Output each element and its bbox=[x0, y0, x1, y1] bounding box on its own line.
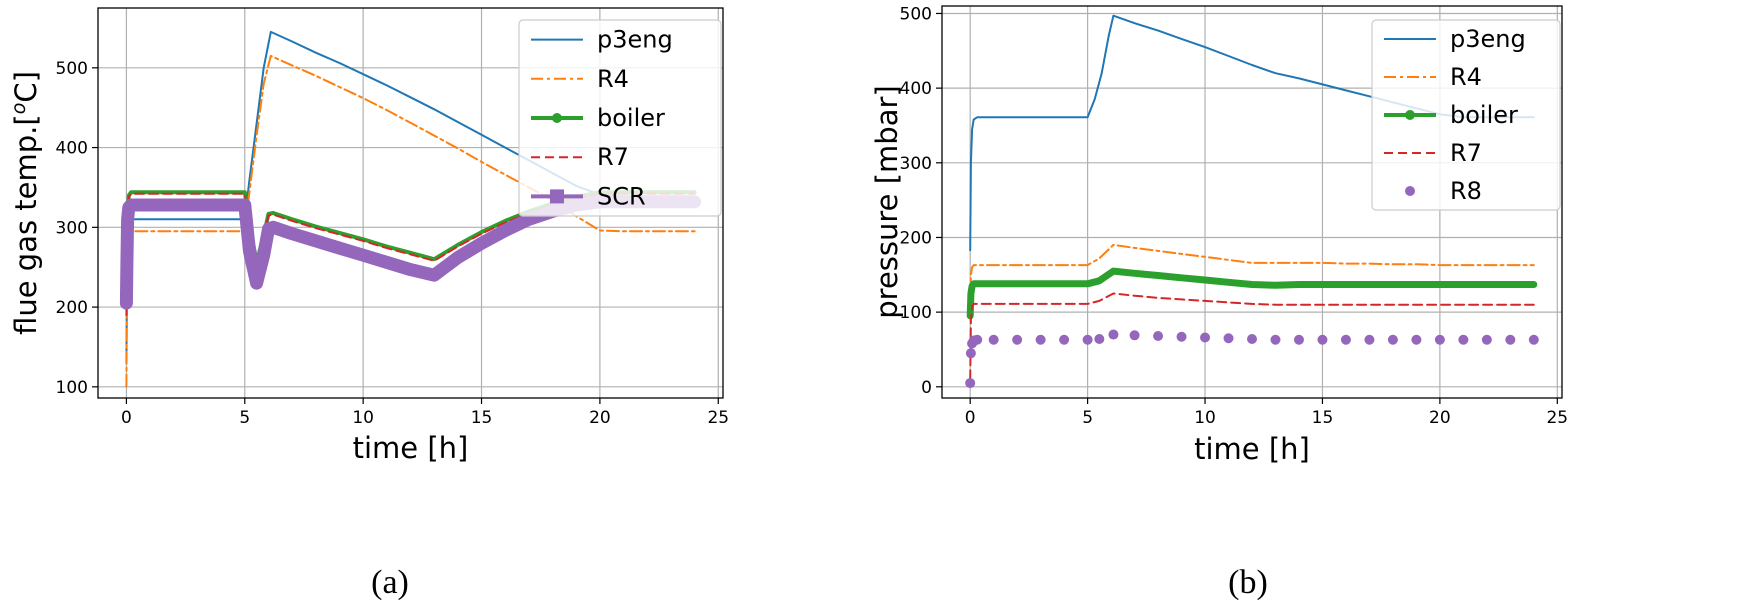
x-tick-label: 15 bbox=[471, 408, 493, 428]
x-tick-label: 20 bbox=[1429, 408, 1451, 428]
x-tick-label: 25 bbox=[1546, 408, 1568, 428]
y-tick-label: 400 bbox=[56, 139, 88, 159]
series-point-R8 bbox=[1108, 329, 1119, 340]
legend-label-boiler: boiler bbox=[1450, 101, 1518, 129]
y-tick-label: 100 bbox=[900, 303, 932, 323]
series-point-R8 bbox=[1247, 334, 1257, 345]
legend-label-SCR: SCR bbox=[597, 182, 646, 210]
series-point-R8 bbox=[1434, 334, 1445, 345]
x-tick-label: 20 bbox=[589, 408, 611, 428]
y-axis-label: flue gas temp.[oC] bbox=[8, 71, 43, 335]
series-point-R8 bbox=[972, 334, 983, 345]
series-point-R8 bbox=[1317, 334, 1328, 345]
x-tick-label: 0 bbox=[121, 408, 132, 428]
legend-label-R4: R4 bbox=[1450, 63, 1482, 91]
series-point-R8 bbox=[965, 378, 976, 389]
series-point-R8 bbox=[1035, 334, 1046, 345]
y-tick-label: 100 bbox=[56, 378, 88, 398]
series-line-R7 bbox=[969, 292, 1535, 381]
axes-frame bbox=[941, 5, 1563, 399]
series-point-R8 bbox=[1082, 334, 1093, 345]
x-tick-label: 5 bbox=[239, 408, 250, 428]
legend-label-R7: R7 bbox=[1450, 139, 1482, 167]
series-point-R8 bbox=[1129, 330, 1140, 341]
series-point-R8 bbox=[1364, 334, 1375, 345]
series-point-R8 bbox=[1094, 334, 1105, 345]
series-point-R8 bbox=[965, 348, 976, 359]
x-tick-label: 0 bbox=[965, 408, 976, 428]
y-tick-label: 300 bbox=[56, 218, 88, 238]
legend-marker-SCR bbox=[550, 189, 564, 204]
series-point-R8 bbox=[1223, 333, 1234, 344]
x-tick-label: 10 bbox=[352, 408, 374, 428]
series-point-R8 bbox=[1293, 334, 1304, 345]
series-point-R8 bbox=[1270, 334, 1281, 345]
x-axis-label: time [h] bbox=[353, 431, 469, 465]
y-axis-label-part: C] bbox=[9, 71, 43, 103]
series-point-R8 bbox=[1411, 334, 1422, 345]
series-point-R8 bbox=[1059, 334, 1070, 345]
y-axis-label-superscript: o bbox=[8, 103, 30, 115]
y-tick-label: 500 bbox=[900, 4, 932, 24]
series-point-R8 bbox=[1200, 332, 1211, 343]
series-point-R8 bbox=[1505, 334, 1516, 345]
legend-marker-R8 bbox=[1405, 186, 1415, 196]
y-axis-label: pressure [mbar] bbox=[870, 85, 904, 318]
legend: p3eng R4 boiler R7 SCR bbox=[518, 19, 722, 217]
series-point-R8 bbox=[1458, 334, 1469, 345]
x-tick-label: 10 bbox=[1194, 408, 1216, 428]
y-tick-label: 300 bbox=[900, 154, 932, 174]
series-line-boiler bbox=[966, 267, 1538, 320]
y-tick-label: 200 bbox=[56, 298, 88, 318]
series-point-R8 bbox=[1012, 334, 1023, 345]
series-point-R8 bbox=[988, 334, 999, 345]
figure-caption: (b) bbox=[1228, 564, 1268, 601]
legend-label-R4: R4 bbox=[597, 65, 629, 93]
x-axis-label: time [h] bbox=[1194, 432, 1310, 466]
legend-label-p3eng: p3eng bbox=[597, 26, 673, 54]
series-point-R8 bbox=[1387, 334, 1398, 345]
axes-frame bbox=[97, 7, 724, 399]
series-point-R8 bbox=[1153, 331, 1164, 342]
y-axis-label-part: flue gas temp.[ bbox=[9, 114, 43, 335]
chart-panel-b: 0 5 10 15 20 25 0 100 200 300 400 500 time [h] pressu… bbox=[870, 4, 1568, 601]
y-tick-label: 400 bbox=[900, 79, 932, 99]
legend: p3eng R4 boiler R7 R8 bbox=[1371, 19, 1561, 211]
legend-box bbox=[1371, 19, 1561, 211]
y-tick-label: 500 bbox=[56, 59, 88, 79]
legend-label-p3eng: p3eng bbox=[1450, 25, 1526, 53]
y-tick-label: 0 bbox=[921, 378, 932, 398]
x-tick-label: 5 bbox=[1082, 408, 1093, 428]
legend-marker-boiler bbox=[1405, 110, 1415, 120]
legend-box bbox=[518, 19, 722, 217]
x-tick-label: 15 bbox=[1312, 408, 1334, 428]
legend-label-R8: R8 bbox=[1450, 177, 1482, 205]
x-tick-label: 25 bbox=[707, 408, 729, 428]
y-tick-label: 200 bbox=[900, 228, 932, 248]
series-point-R8 bbox=[1481, 334, 1492, 345]
series-point-R8 bbox=[1340, 334, 1351, 345]
chart-panel-a: 0 5 10 15 20 25 100 200 300 400 500 time [h] flue ga… bbox=[8, 7, 729, 601]
series-point-R8 bbox=[1176, 331, 1187, 342]
series-line-R4 bbox=[969, 243, 1535, 299]
series-point-R8 bbox=[1528, 334, 1539, 345]
legend-label-R7: R7 bbox=[597, 143, 629, 171]
legend-label-boiler: boiler bbox=[597, 104, 665, 132]
legend-marker-boiler bbox=[552, 113, 562, 123]
figure-caption: (a) bbox=[371, 564, 409, 601]
